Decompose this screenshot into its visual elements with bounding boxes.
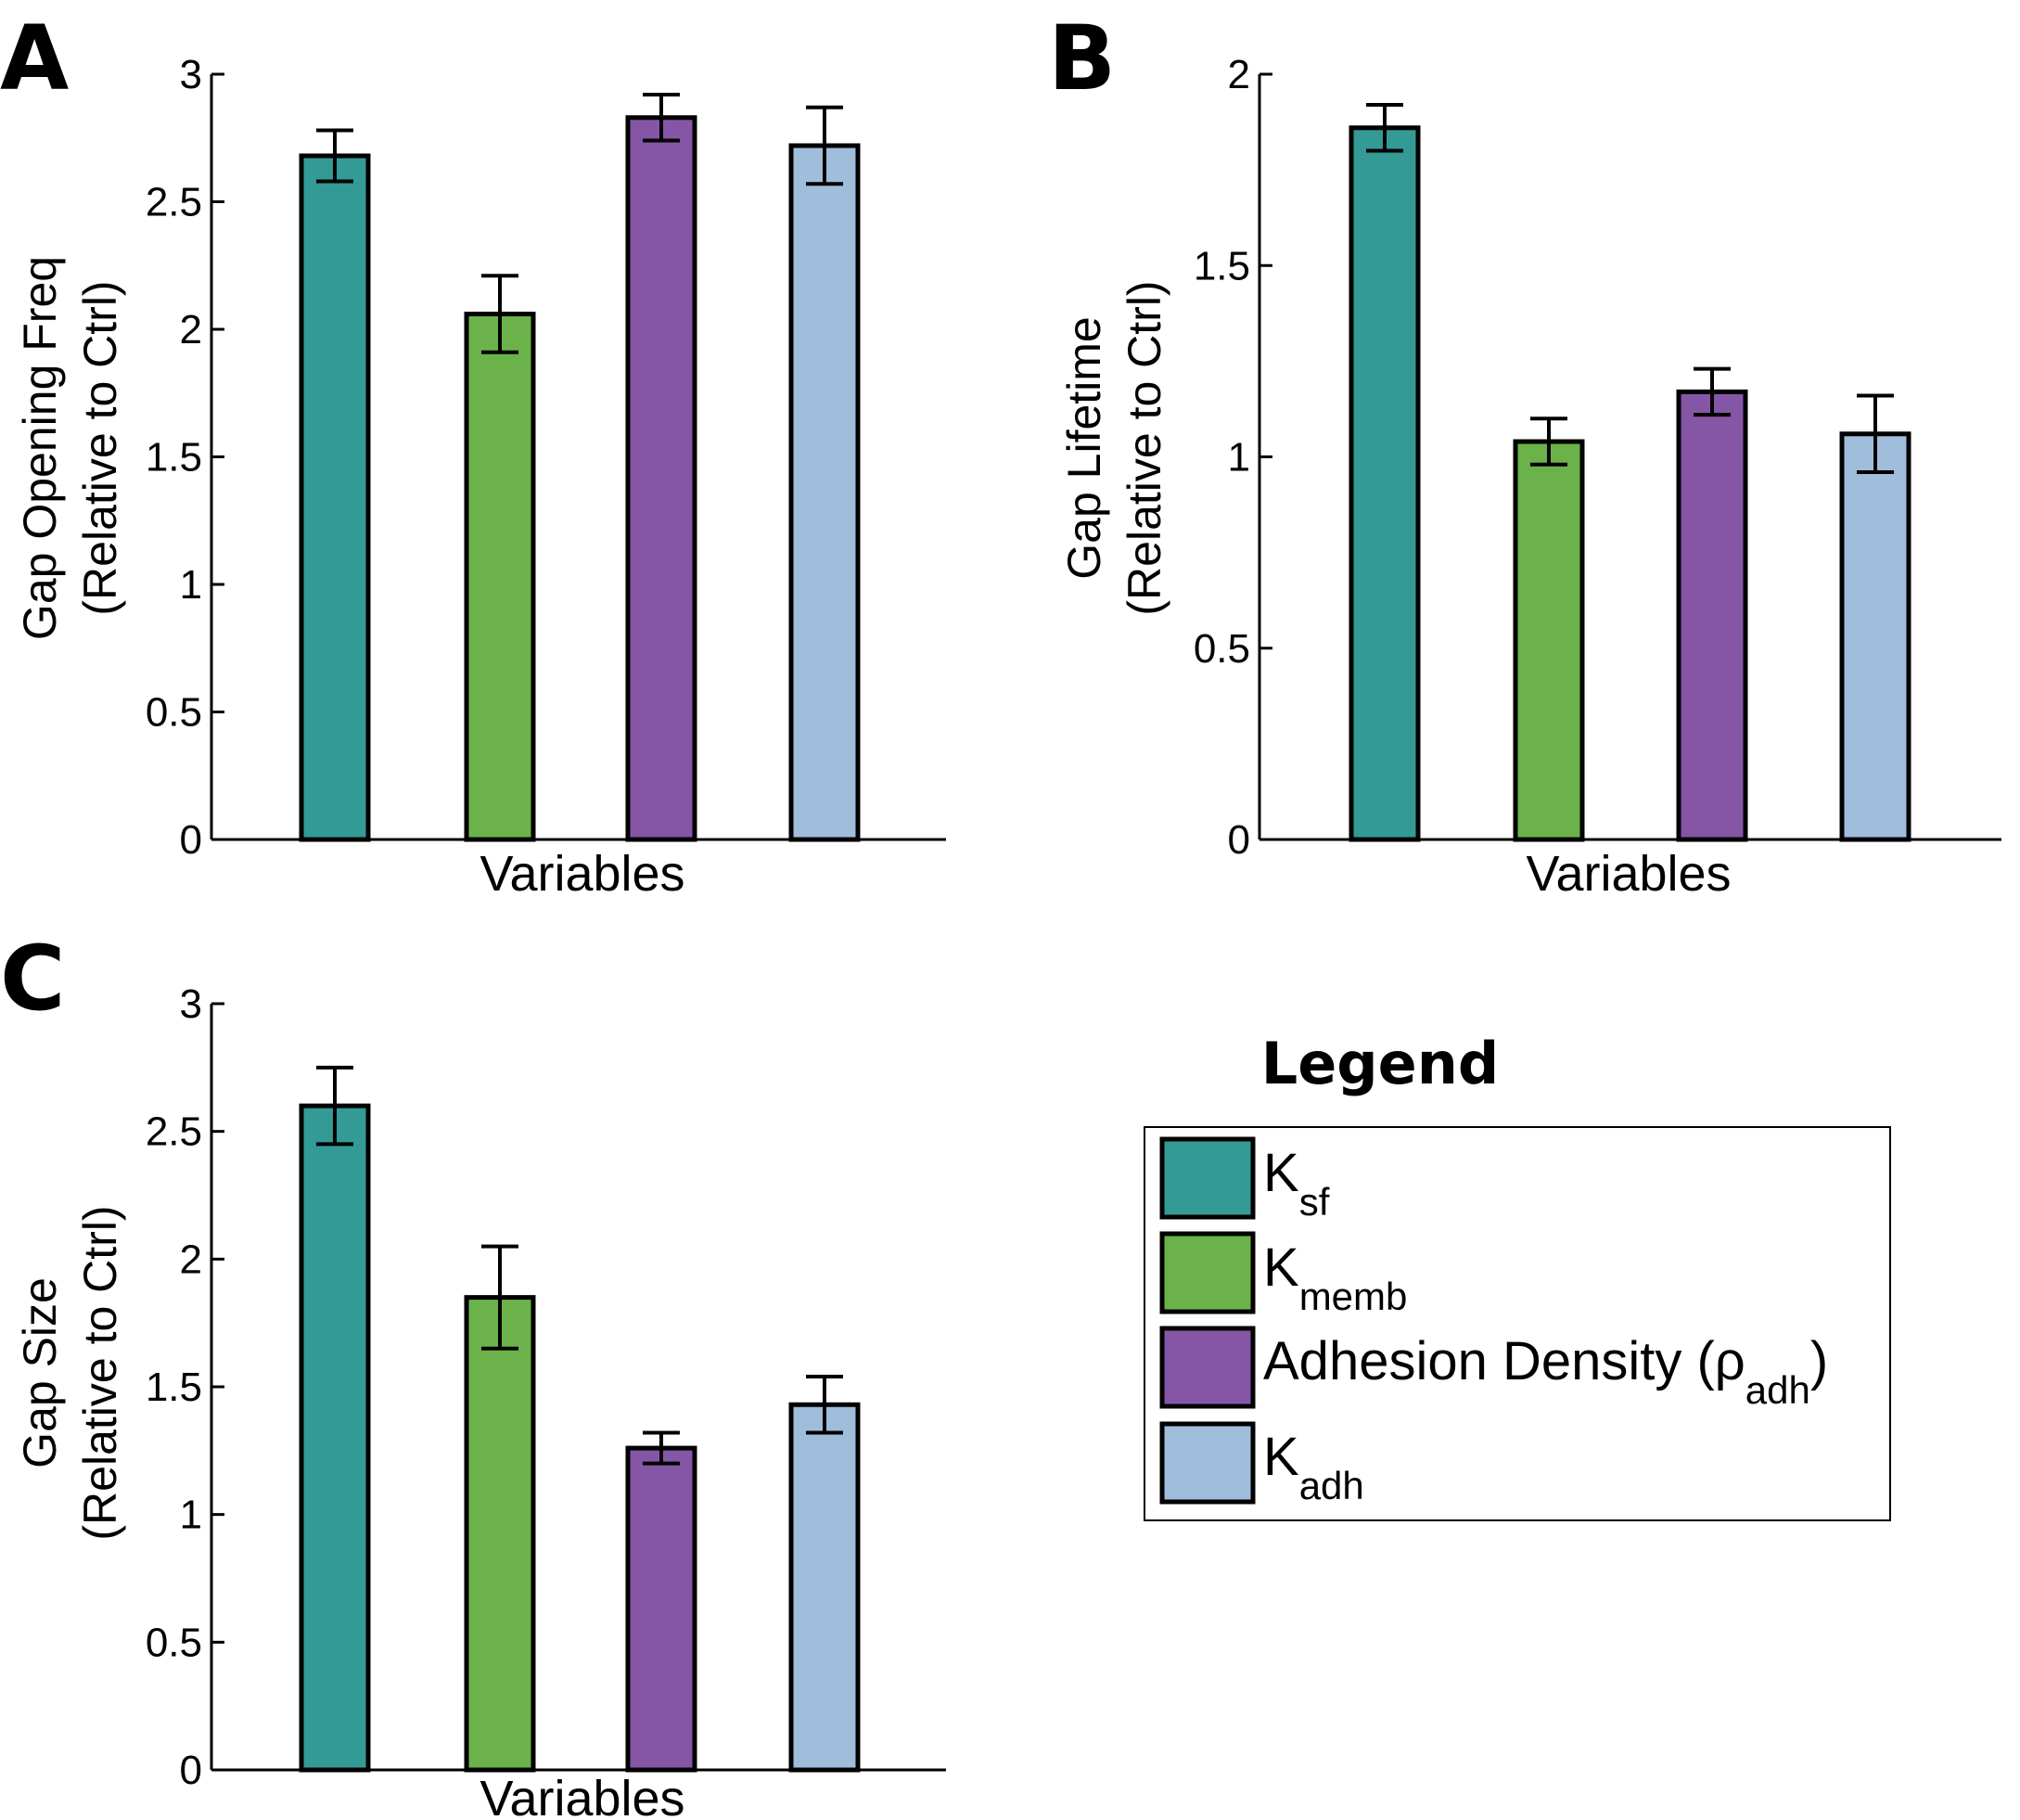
y-tick-label-c: 1.5	[146, 1365, 202, 1410]
y-tick-label-c: 0.5	[146, 1620, 202, 1665]
y-axis-title-b-line2: (Relative to Ctrl)	[1119, 280, 1170, 615]
y-axis-title-a-line2: (Relative to Ctrl)	[74, 280, 126, 615]
error-bar-a-kadh	[806, 105, 843, 186]
panel-label-c: C	[0, 927, 65, 1031]
bar-b-kadh	[1839, 431, 1911, 842]
y-tick-label-c: 3	[180, 981, 202, 1027]
legend: Legend Ksf Kmemb Adhesion Density (ρadh)…	[1144, 1030, 1891, 1521]
error-bar-c-kmemb	[481, 1244, 518, 1351]
panel-label-b: B	[1048, 6, 1116, 110]
y-tick-label-b: 0	[1228, 817, 1250, 863]
y-tick-label-a: 3	[180, 52, 202, 97]
x-axis-title-c: Variables	[479, 1771, 684, 1820]
y-tick-label-c: 2.5	[146, 1109, 202, 1155]
error-bar-c-ksf	[316, 1065, 353, 1147]
bar-b-kmemb	[1513, 439, 1585, 842]
bar-a-kmemb	[464, 312, 536, 842]
y-axis-title-a-line1: Gap Opening Freq	[14, 256, 66, 640]
y-tick-label-a: 1	[180, 562, 202, 608]
panel-label-a: A	[0, 6, 69, 110]
x-axis-title-a: Variables	[479, 846, 684, 902]
error-bar-a-kmemb	[481, 274, 518, 354]
panel-a: A Gap Opening Freq (Relative to Ctrl) Va…	[0, 6, 946, 902]
y-axis-title-c-line2: (Relative to Ctrl)	[74, 1205, 126, 1540]
panel-b: B Gap Lifetime (Relative to Ctrl) Variab…	[1048, 6, 2001, 902]
bar-c-kmemb	[464, 1295, 536, 1773]
legend-label-kmemb: Kmemb	[1263, 1237, 1407, 1318]
legend-label-ksf: Ksf	[1263, 1143, 1330, 1224]
error-bar-a-adhesion-density	[643, 93, 680, 143]
bar-a-kadh	[788, 143, 861, 842]
legend-box	[1144, 1126, 1891, 1521]
y-tick-label-a: 2	[180, 307, 202, 352]
y-tick-label-c: 0	[180, 1748, 202, 1793]
bar-b-adhesion-density	[1676, 389, 1748, 842]
y-tick-label-b: 0.5	[1194, 626, 1250, 672]
legend-swatch-adhesion-density	[1159, 1326, 1256, 1409]
y-tick-label-b: 1	[1228, 435, 1250, 481]
bar-c-ksf	[299, 1103, 371, 1773]
error-bar-c-adhesion-density	[643, 1430, 680, 1466]
bar-c-adhesion-density	[625, 1445, 697, 1773]
y-tick-label-c: 1	[180, 1493, 202, 1538]
y-tick-label-c: 2	[180, 1237, 202, 1282]
bar-a-ksf	[299, 153, 371, 842]
legend-swatch-kmemb	[1159, 1231, 1256, 1314]
bar-b-ksf	[1349, 125, 1421, 842]
y-tick-label-a: 0	[180, 817, 202, 863]
bar-a-adhesion-density	[625, 115, 697, 842]
y-tick-label-a: 1.5	[146, 435, 202, 481]
legend-label-adhesion-density: Adhesion Density (ρadh)	[1263, 1331, 1828, 1412]
error-bar-a-ksf	[316, 128, 353, 184]
y-tick-label-b: 1.5	[1194, 243, 1250, 288]
error-bar-b-ksf	[1366, 103, 1403, 153]
error-bar-b-kmemb	[1530, 417, 1567, 467]
legend-swatch-ksf	[1159, 1136, 1256, 1220]
y-tick-label-b: 2	[1228, 52, 1250, 97]
plot-area-b: 0 0.5 1 1.5 2	[1194, 52, 2001, 863]
y-axis-title-b-line1: Gap Lifetime	[1058, 316, 1110, 579]
panel-c: C Gap Size (Relative to Ctrl) Variables …	[0, 927, 946, 1820]
error-bar-b-adhesion-density	[1694, 366, 1731, 417]
y-axis-title-c-line1: Gap Size	[14, 1277, 66, 1468]
legend-label-kadh: Kadh	[1263, 1427, 1364, 1507]
legend-title: Legend	[1261, 1030, 1500, 1097]
error-bar-c-kadh	[806, 1374, 843, 1435]
plot-area-a: 0 0.5 1 1.5 2 2.5 3	[146, 52, 946, 863]
y-tick-label-a: 2.5	[146, 180, 202, 225]
bar-c-kadh	[788, 1402, 861, 1773]
legend-swatch-kadh	[1159, 1421, 1256, 1505]
y-tick-label-a: 0.5	[146, 690, 202, 736]
error-bar-b-kadh	[1857, 393, 1894, 474]
x-axis-title-b: Variables	[1526, 846, 1731, 902]
plot-area-c: 0 0.5 1 1.5 2 2.5 3	[146, 981, 946, 1793]
